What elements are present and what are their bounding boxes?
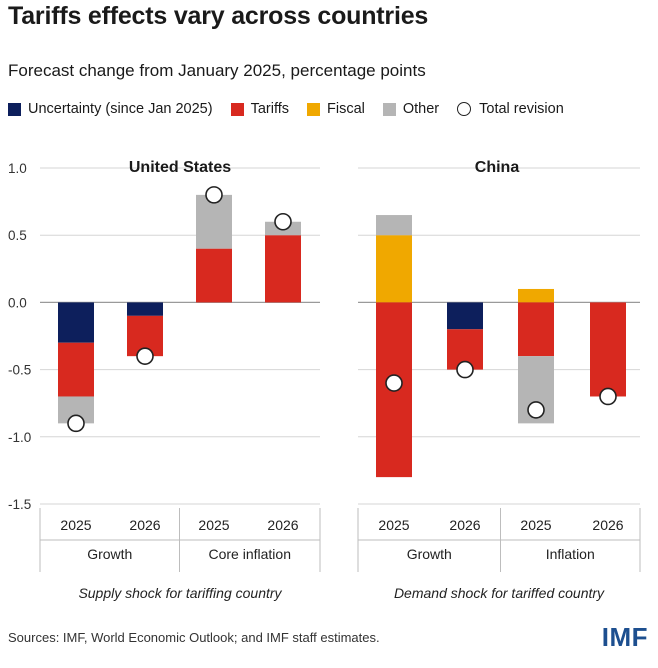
total-revision-marker (527, 401, 545, 419)
group-label: Growth (407, 546, 452, 562)
y-tick-label: -1.0 (8, 430, 31, 445)
x-tick-label: 2026 (449, 517, 480, 533)
panel-title: United States (129, 159, 231, 176)
y-tick-label: -0.5 (8, 363, 31, 378)
bar-segment (196, 248, 232, 303)
bar-segment (518, 302, 554, 357)
panel-caption: Demand shock for tariffed country (394, 585, 605, 601)
legend-swatch-fiscal (307, 102, 320, 116)
imf-logo: IMF (601, 622, 648, 652)
legend-item-total-revision: Total revision (457, 101, 564, 117)
legend-item-tariffs: Tariffs (230, 101, 289, 117)
x-tick-label: 2026 (129, 517, 160, 533)
panel-title: China (475, 159, 520, 176)
bar-segment (265, 235, 301, 303)
legend-label-other: Other (402, 101, 440, 117)
group-label: Inflation (546, 546, 595, 562)
legend-swatch-other (382, 102, 396, 116)
legend-swatch-uncertainty (8, 102, 21, 116)
group-label: Growth (87, 546, 132, 562)
chart-subtitle: Forecast change from January 2025, perce… (8, 61, 426, 80)
chart-title: Tariffs effects vary across countries (8, 2, 429, 30)
legend-label-uncertainty: Uncertainty (since Jan 2025) (28, 101, 213, 117)
bar-segment (376, 215, 412, 236)
x-tick-label: 2025 (60, 517, 91, 533)
legend-item-other: Other (382, 101, 440, 117)
legend-circle-icon (457, 102, 472, 116)
y-tick-label: 1.0 (8, 161, 27, 176)
bar-segment (127, 302, 163, 316)
bar-segment (58, 342, 94, 397)
legend: Uncertainty (since Jan 2025) Tariffs Fis… (8, 101, 582, 117)
legend-item-fiscal: Fiscal (307, 101, 365, 117)
bar-segment (518, 288, 554, 303)
bar-segment (376, 235, 412, 303)
total-revision-marker (205, 186, 223, 204)
panel-caption: Supply shock for tariffing country (78, 585, 282, 601)
total-revision-marker (456, 360, 474, 379)
x-tick-label: 2025 (198, 517, 229, 533)
bar-segment (447, 302, 483, 330)
x-tick-label: 2025 (520, 517, 551, 533)
y-tick-label: 0.0 (8, 295, 27, 310)
total-revision-marker (385, 374, 403, 392)
source-note: Sources: IMF, World Economic Outlook; an… (8, 630, 380, 645)
legend-swatch-tariffs (230, 102, 244, 116)
x-tick-label: 2026 (592, 517, 623, 533)
legend-label-fiscal: Fiscal (327, 101, 365, 117)
total-revision-marker (274, 212, 292, 231)
group-label: Core inflation (209, 546, 292, 562)
total-revision-marker (67, 414, 85, 433)
y-tick-label: 0.5 (8, 228, 27, 243)
chart-area: 1.0 0.5 0.0 -0.5 -1.0 -1.5 United States 2025 20… (8, 159, 641, 601)
bar-segment (58, 302, 94, 343)
legend-label-tariffs: Tariffs (250, 101, 289, 117)
legend-item-uncertainty: Uncertainty (since Jan 2025) (8, 101, 213, 117)
bar-segment (590, 302, 626, 397)
legend-label-total-revision: Total revision (479, 101, 564, 117)
total-revision-marker (599, 387, 617, 406)
total-revision-marker (136, 347, 154, 365)
x-tick-label: 2026 (267, 517, 298, 533)
bar-segment (196, 194, 232, 249)
x-tick-label: 2025 (378, 517, 409, 533)
y-tick-label: -1.5 (8, 497, 31, 512)
